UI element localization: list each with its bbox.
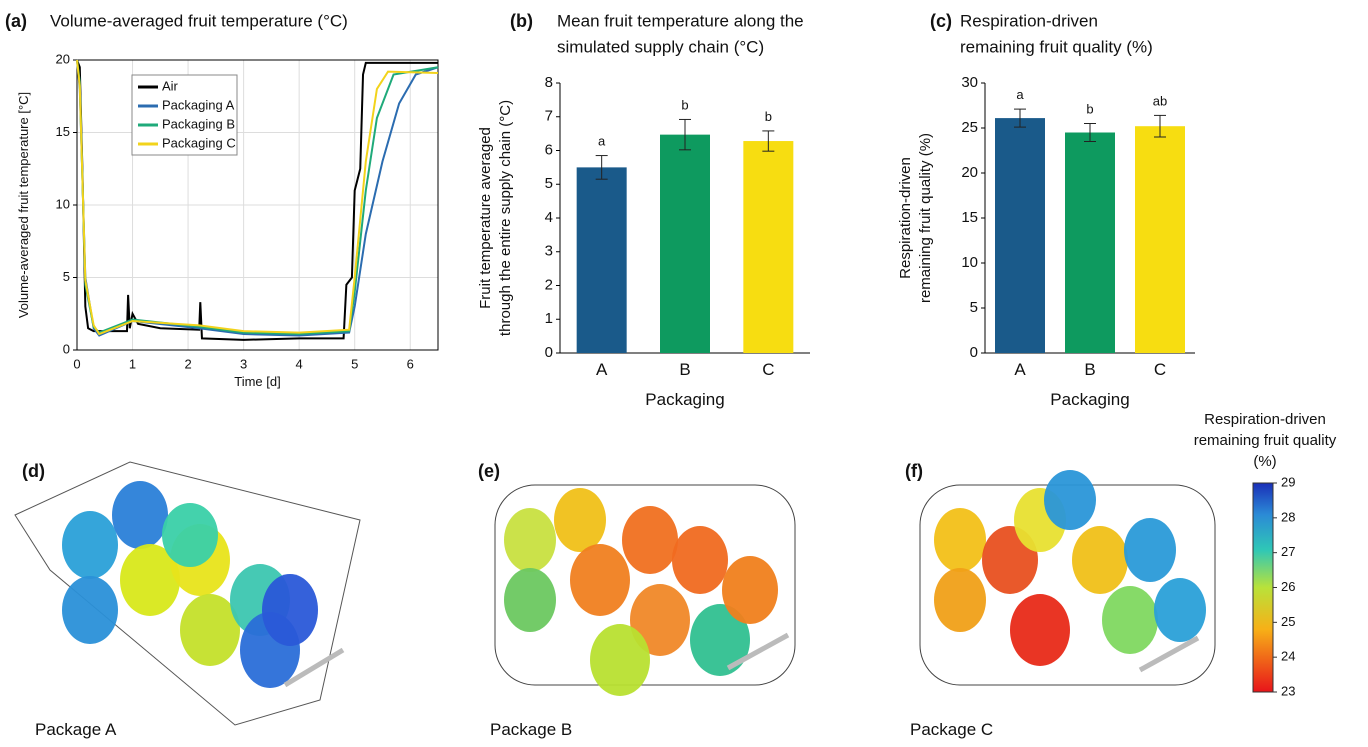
bar xyxy=(743,141,794,353)
colorbar-tick-label: 26 xyxy=(1281,579,1295,594)
colorbar-tick-label: 24 xyxy=(1281,649,1295,664)
x-axis-label: Time [d] xyxy=(234,374,280,389)
y-tick-label: 20 xyxy=(56,51,70,66)
plot-frame xyxy=(76,59,439,351)
legend-label: Air xyxy=(162,78,179,93)
x-tick-label: 5 xyxy=(351,356,358,371)
significance-letter: b xyxy=(765,109,772,124)
legend-label: Packaging B xyxy=(162,116,235,131)
panel-caption: Package B xyxy=(490,720,572,739)
y-tick-label: 10 xyxy=(961,254,978,271)
y-tick-label: 30 xyxy=(961,74,978,91)
y-tick-label: 3 xyxy=(545,243,553,260)
y-tick-label: 0 xyxy=(545,344,553,361)
x-tick-label: B xyxy=(679,360,690,379)
y-tick-label: 8 xyxy=(545,74,553,91)
package-c-render xyxy=(919,470,1216,686)
significance-letter: b xyxy=(681,97,688,112)
legend-label: Packaging A xyxy=(162,97,235,112)
panel-caption: Package C xyxy=(910,720,993,739)
panel-caption: Package A xyxy=(35,720,117,739)
y-tick-label: 0 xyxy=(970,344,978,361)
y-tick-label: 5 xyxy=(63,269,70,284)
y-axis-label: Volume-averaged fruit temperature [°C] xyxy=(16,92,31,318)
chart-title: simulated supply chain (°C) xyxy=(557,37,764,56)
package-a-render xyxy=(14,461,361,726)
colorbar-title: remaining fruit quality xyxy=(1194,432,1337,449)
significance-letter: a xyxy=(1016,87,1024,102)
line-series xyxy=(76,59,438,341)
x-axis-label: Packaging xyxy=(645,390,724,409)
y-tick-label: 0 xyxy=(63,341,70,356)
chart-title: Volume-averaged fruit temperature (°C) xyxy=(50,11,348,30)
x-tick-label: 1 xyxy=(129,356,136,371)
x-tick-label: A xyxy=(596,360,608,379)
y-tick-label: 1 xyxy=(545,310,553,327)
colorbar-tick-label: 29 xyxy=(1281,474,1295,489)
x-tick-label: B xyxy=(1084,360,1095,379)
y-tick-label: 20 xyxy=(961,164,978,181)
colorbar-title: Respiration-driven xyxy=(1204,411,1326,428)
y-tick-label: 15 xyxy=(961,209,978,226)
colorbar-tick-label: 25 xyxy=(1281,614,1295,629)
colorbar-tick-label: 23 xyxy=(1281,683,1295,698)
y-tick-label: 15 xyxy=(56,124,70,139)
panel-label: (f) xyxy=(905,461,923,481)
bar xyxy=(1135,126,1185,353)
x-tick-label: 0 xyxy=(73,356,80,371)
colorbar-title: (%) xyxy=(1253,453,1276,470)
line-series xyxy=(76,59,439,336)
bar xyxy=(576,167,627,353)
line-series xyxy=(76,59,439,336)
colorbar-tick-label: 28 xyxy=(1281,509,1295,524)
chart-title: Mean fruit temperature along the xyxy=(557,11,804,30)
y-axis-label: Respiration-driven xyxy=(897,157,914,279)
y-tick-label: 5 xyxy=(970,299,978,316)
significance-letter: ab xyxy=(1153,93,1167,108)
x-tick-label: 3 xyxy=(240,356,247,371)
bar xyxy=(660,134,710,353)
y-tick-label: 2 xyxy=(545,276,553,293)
chart-title: remaining fruit quality (%) xyxy=(960,37,1153,56)
y-tick-label: 4 xyxy=(545,209,553,226)
colorbar xyxy=(1252,482,1274,693)
significance-letter: a xyxy=(598,134,606,149)
colorbar-tick-label: 27 xyxy=(1281,544,1295,559)
y-tick-label: 10 xyxy=(56,196,70,211)
x-axis-label: Packaging xyxy=(1050,390,1129,409)
panel-label: (b) xyxy=(510,11,533,31)
chart-title: Respiration-driven xyxy=(960,11,1098,30)
significance-letter: b xyxy=(1086,102,1093,117)
y-tick-label: 6 xyxy=(545,141,553,158)
bar xyxy=(995,118,1045,353)
legend-label: Packaging C xyxy=(162,135,236,150)
bar xyxy=(1065,132,1115,353)
panel-label: (e) xyxy=(478,461,500,481)
x-tick-label: 4 xyxy=(296,356,303,371)
x-tick-label: 6 xyxy=(407,356,414,371)
y-axis-label: remaining fruit quality (%) xyxy=(917,133,934,303)
x-tick-label: 2 xyxy=(184,356,191,371)
x-tick-label: A xyxy=(1014,360,1026,379)
panel-label: (d) xyxy=(22,461,45,481)
x-tick-label: C xyxy=(1154,360,1166,379)
x-tick-label: C xyxy=(762,360,774,379)
package-b-render xyxy=(494,484,796,696)
panel-label: (c) xyxy=(930,11,952,31)
y-axis-label: through the entire supply chain (°C) xyxy=(497,100,514,336)
y-tick-label: 7 xyxy=(545,108,553,125)
panel-label: (a) xyxy=(5,11,27,31)
y-tick-label: 25 xyxy=(961,119,978,136)
y-tick-label: 5 xyxy=(545,175,553,192)
y-axis-label: Fruit temperature averaged xyxy=(477,127,494,309)
